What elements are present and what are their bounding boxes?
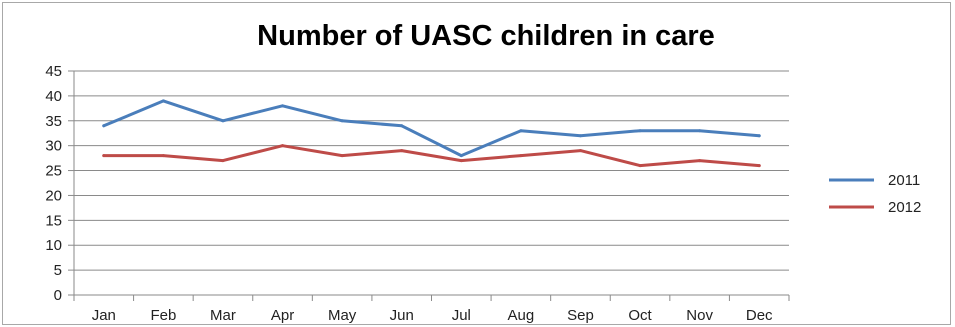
x-tick-label: Jun [390,307,414,324]
chart-title: Number of UASC children in care [257,20,715,52]
x-tick-label: Aug [508,307,535,324]
data-point [102,154,105,157]
gridlines [74,71,789,270]
data-point [341,154,344,157]
data-point [698,129,701,132]
x-axis-ticks: Jan Feb Mar Apr May Jun Jul Aug Sep Oct Nov Dec [92,307,773,324]
data-point [519,129,522,132]
y-tick-label: 35 [45,113,62,130]
data-point [460,159,463,162]
data-point [162,99,165,102]
data-point [400,149,403,152]
data-point [221,119,224,122]
y-tick-label: 0 [54,287,62,304]
data-point [579,149,582,152]
data-point [758,164,761,167]
data-point [102,124,105,127]
y-tick-label: 15 [45,212,62,229]
x-tick-label: Dec [746,307,773,324]
y-tick-label: 10 [45,237,62,254]
y-tick-label: 20 [45,187,62,204]
series-line-2012 [104,146,759,166]
data-point [639,164,642,167]
x-tick-label: May [328,307,357,324]
y-axis-ticks: 0 5 10 15 20 25 30 35 40 45 [45,63,62,304]
legend-label: 2011 [888,172,920,189]
series-line-2011 [104,101,759,156]
y-tick-label: 45 [45,63,62,80]
legend: 2011 2012 [829,172,921,216]
x-tick-label: Nov [686,307,713,324]
x-tick-label: Apr [271,307,294,324]
data-point [519,154,522,157]
data-point [400,124,403,127]
x-tick-label: Feb [150,307,176,324]
y-tick-label: 30 [45,138,62,155]
data-point [281,104,284,107]
data-point [460,154,463,157]
y-tick-label: 5 [54,262,62,279]
x-tick-label: Oct [628,307,652,324]
x-tick-label: Sep [567,307,594,324]
data-point [341,119,344,122]
x-tick-label: Jan [92,307,116,324]
x-tick-label: Jul [452,307,471,324]
y-tick-label: 40 [45,88,62,105]
y-tick-label: 25 [45,163,62,180]
data-point [281,144,284,147]
data-point [698,159,701,162]
legend-label: 2012 [888,199,921,216]
data-point [579,134,582,137]
x-tick-label: Mar [210,307,236,324]
data-point [639,129,642,132]
data-point [221,159,224,162]
data-point [758,134,761,137]
series-lines [102,99,760,167]
data-point [162,154,165,157]
